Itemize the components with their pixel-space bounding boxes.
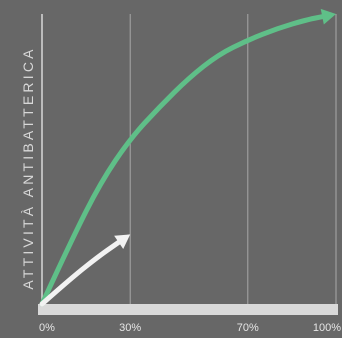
x-tick-label: 0% [39,322,55,334]
arrow-head [320,8,336,25]
x-axis-bar [38,304,338,315]
x-tick-label: 70% [237,322,259,334]
x-tick-label: 30% [119,322,141,334]
x-tick-label: 100% [313,322,341,334]
series-line [39,239,122,307]
series-line [39,14,325,307]
y-axis-label: ATTIVITÀ ANTIBATTERICA [20,46,36,290]
arrow-head [114,234,131,249]
